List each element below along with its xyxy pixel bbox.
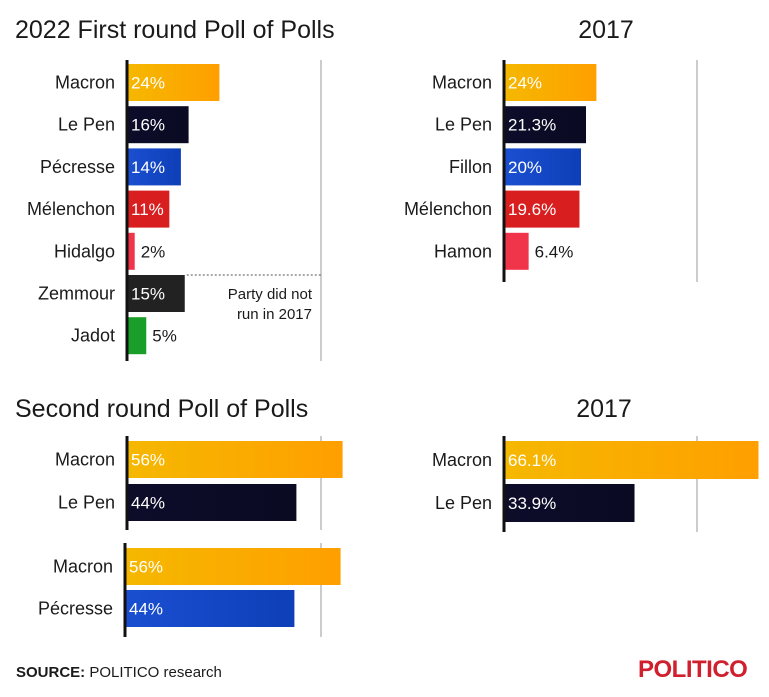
bar-le-pen	[127, 484, 297, 521]
value-label: 15%	[131, 285, 165, 304]
bar-macron	[504, 64, 597, 101]
bar-jadot	[127, 317, 147, 355]
value-label: 6.4%	[535, 242, 574, 261]
value-label: 66.1%	[508, 451, 556, 470]
category-label: Pécresse	[40, 157, 115, 177]
bar-macron	[127, 64, 220, 101]
chart-title: Second round Poll of Polls	[15, 395, 308, 423]
category-label: Macron	[53, 557, 113, 577]
bar-hidalgo	[127, 232, 135, 270]
category-label: Hidalgo	[54, 241, 115, 261]
chart-second-2022-b: Macron 56% Pécresse 44%	[38, 543, 341, 637]
value-label: 44%	[129, 600, 163, 619]
category-label: Mélenchon	[27, 199, 115, 219]
bar-fillon	[504, 148, 581, 186]
bar-le-pen	[504, 484, 635, 522]
category-label: Macron	[432, 73, 492, 93]
chart-first-2022: 2022 First round Poll of Polls Macron 24% L…	[15, 16, 335, 361]
category-label: Pécresse	[38, 599, 113, 619]
value-label: 33.9%	[508, 494, 556, 513]
bar-pecresse	[125, 590, 295, 627]
source-label: SOURCE:	[16, 664, 86, 681]
chart-title: 2022 First round Poll of Polls	[15, 16, 335, 44]
bar-melenchon	[127, 190, 170, 228]
value-label: 20%	[508, 158, 542, 177]
bar-macron	[504, 441, 759, 479]
category-label: Mélenchon	[404, 199, 492, 219]
bar-zemmour	[127, 275, 185, 312]
category-label: Le Pen	[435, 493, 492, 513]
bar-hamon	[504, 232, 529, 270]
value-label: 5%	[152, 327, 177, 346]
bar-macron	[127, 441, 343, 478]
chart-first-2017: 2017 Macron 24% Le Pen 21.3% Fillon 20% Mélench…	[404, 16, 698, 282]
value-label: 24%	[131, 74, 165, 93]
value-label: 21.3%	[508, 116, 556, 135]
category-label: Macron	[55, 73, 115, 93]
chart-title: 2017	[578, 16, 634, 44]
category-label: Fillon	[449, 157, 492, 177]
value-label: 56%	[129, 558, 163, 577]
value-label: 56%	[131, 451, 165, 470]
value-label: 44%	[131, 494, 165, 513]
value-label: 2%	[141, 242, 166, 261]
bar-pecresse	[127, 148, 181, 186]
category-label: Le Pen	[58, 115, 115, 135]
value-label: 24%	[508, 74, 542, 93]
value-label: 16%	[131, 116, 165, 135]
category-label: Zemmour	[38, 284, 115, 304]
category-label: Le Pen	[435, 115, 492, 135]
category-label: Le Pen	[58, 493, 115, 513]
source-note: SOURCE: POLITICO research	[16, 664, 222, 681]
annotation-text-line1: Party did not	[228, 286, 313, 303]
value-label: 14%	[131, 158, 165, 177]
value-label: 11%	[131, 200, 164, 219]
value-label: 19.6%	[508, 200, 556, 219]
bar-le-pen	[127, 106, 189, 144]
chart-title: 2017	[576, 395, 632, 423]
category-label: Macron	[55, 450, 115, 470]
chart-second-2017: 2017 Macron 66.1% Le Pen 33.9%	[432, 395, 759, 532]
bar-macron	[125, 548, 341, 585]
chart-second-2022-a: Second round Poll of Polls Macron 56% Le Pe…	[15, 395, 343, 530]
bar-le-pen	[504, 106, 587, 144]
category-label: Macron	[432, 450, 492, 470]
source-text: POLITICO research	[85, 664, 222, 681]
category-label: Hamon	[434, 241, 492, 261]
bar-melenchon	[504, 190, 580, 228]
politico-logo: POLITICO	[638, 656, 748, 683]
category-label: Jadot	[71, 326, 115, 346]
annotation-text-line2: run in 2017	[237, 306, 312, 323]
